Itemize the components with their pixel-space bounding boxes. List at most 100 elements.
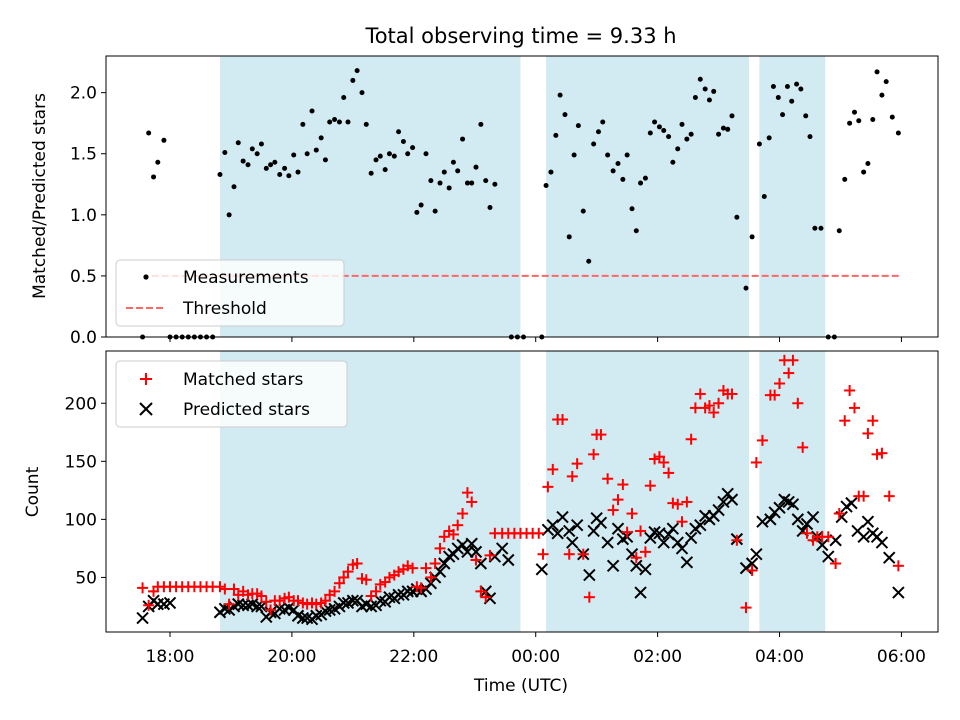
measurement-point	[856, 118, 862, 124]
matched-point	[329, 585, 341, 597]
measurement-point	[155, 159, 161, 165]
measurement-point	[432, 208, 438, 214]
matched-point	[676, 516, 688, 528]
predicted-point	[433, 565, 447, 578]
y-tick-label: 50	[75, 568, 97, 588]
measurement-point	[272, 159, 278, 165]
predicted-point	[680, 556, 694, 569]
predicted-point	[657, 536, 670, 549]
measurement-point	[368, 170, 374, 176]
measurement-point	[341, 95, 347, 101]
predicted-point	[424, 577, 438, 590]
matched-point	[876, 447, 888, 459]
measurement-point	[633, 228, 639, 234]
bottom-panel: 50 100 150 200 18:00 20:00 22:00 00:00 02:00 04:…	[23, 350, 939, 696]
matched-point	[621, 526, 633, 538]
matched-point	[333, 577, 345, 589]
matched-point	[466, 496, 478, 508]
measurement-point	[562, 112, 568, 118]
measurement-point	[400, 139, 406, 145]
measurement-point	[300, 121, 306, 127]
matched-point	[769, 389, 781, 401]
matched-point	[867, 415, 879, 427]
matched-point	[557, 414, 569, 426]
matched-point	[274, 595, 286, 607]
measurement-point	[263, 165, 269, 171]
measurement-point	[268, 162, 274, 168]
measurement-point	[847, 120, 853, 126]
measurement-point	[231, 184, 237, 190]
measurement-point	[557, 92, 563, 98]
x-tick-label: 02:00	[633, 647, 682, 667]
matched-point	[415, 582, 427, 594]
matched-point	[685, 433, 697, 445]
matched-point	[319, 595, 331, 607]
measurement-point	[222, 150, 228, 156]
measurement-point	[638, 180, 644, 186]
predicted-point	[791, 513, 805, 526]
matched-point	[858, 490, 870, 502]
measurement-point	[761, 194, 767, 199]
matched-point	[726, 388, 738, 400]
y-tick-label: 1.0	[70, 206, 97, 226]
matched-point	[547, 463, 559, 475]
measurement-point	[151, 174, 157, 180]
predicted-point	[447, 547, 460, 561]
measurement-point	[620, 176, 626, 182]
measurement-point	[418, 202, 424, 208]
measurement-point	[697, 76, 703, 82]
observing-interval-band	[546, 56, 750, 337]
measurement-point	[405, 151, 411, 157]
measurement-point	[478, 121, 484, 127]
matched-point	[694, 388, 706, 400]
matched-point	[143, 599, 155, 611]
predicted-point	[556, 510, 569, 524]
measurement-point	[656, 124, 662, 130]
measurement-point	[386, 151, 392, 157]
measurement-point	[670, 159, 676, 165]
measurement-point	[295, 169, 301, 175]
measurement-point	[861, 169, 867, 175]
matched-point	[542, 481, 554, 493]
predicted-point	[857, 530, 870, 543]
measurement-point	[784, 84, 790, 90]
observing-interval-band	[546, 351, 750, 632]
measurement-point	[354, 68, 360, 74]
matched-point	[461, 487, 473, 499]
measurement-point	[254, 151, 260, 157]
measurement-point	[789, 98, 795, 104]
matched-point	[617, 479, 629, 491]
y-tick-label: 200	[65, 394, 97, 414]
measurement-point	[345, 119, 351, 125]
measurement-point	[729, 113, 735, 119]
matched-point	[746, 564, 758, 576]
predicted-point	[750, 547, 763, 561]
measurement-point	[775, 95, 781, 101]
predicted-point	[495, 542, 509, 555]
predicted-point	[337, 596, 350, 610]
measurement-point	[743, 285, 749, 291]
measurement-point	[282, 165, 288, 171]
measurement-point	[692, 95, 698, 101]
measurement-point	[327, 119, 333, 125]
matched-point	[703, 400, 715, 412]
matched-point	[797, 441, 809, 453]
predicted-point	[392, 588, 405, 602]
measurement-point	[652, 119, 658, 125]
matched-point	[137, 582, 149, 594]
measurement-point	[455, 168, 461, 174]
predicted-point	[845, 496, 858, 510]
predicted-point	[725, 493, 739, 506]
observing-interval-band	[759, 351, 826, 632]
matched-point	[672, 498, 684, 510]
measurement-point	[883, 79, 889, 85]
x-tick-label: 06:00	[877, 647, 926, 667]
predicted-point	[764, 513, 777, 526]
measurement-point	[666, 134, 672, 140]
predicted-point	[551, 527, 564, 540]
measurement-point	[258, 141, 264, 147]
measurement-point	[423, 151, 429, 157]
matched-point	[740, 602, 752, 614]
measurement-point	[350, 77, 356, 83]
measurement-point	[428, 178, 434, 184]
